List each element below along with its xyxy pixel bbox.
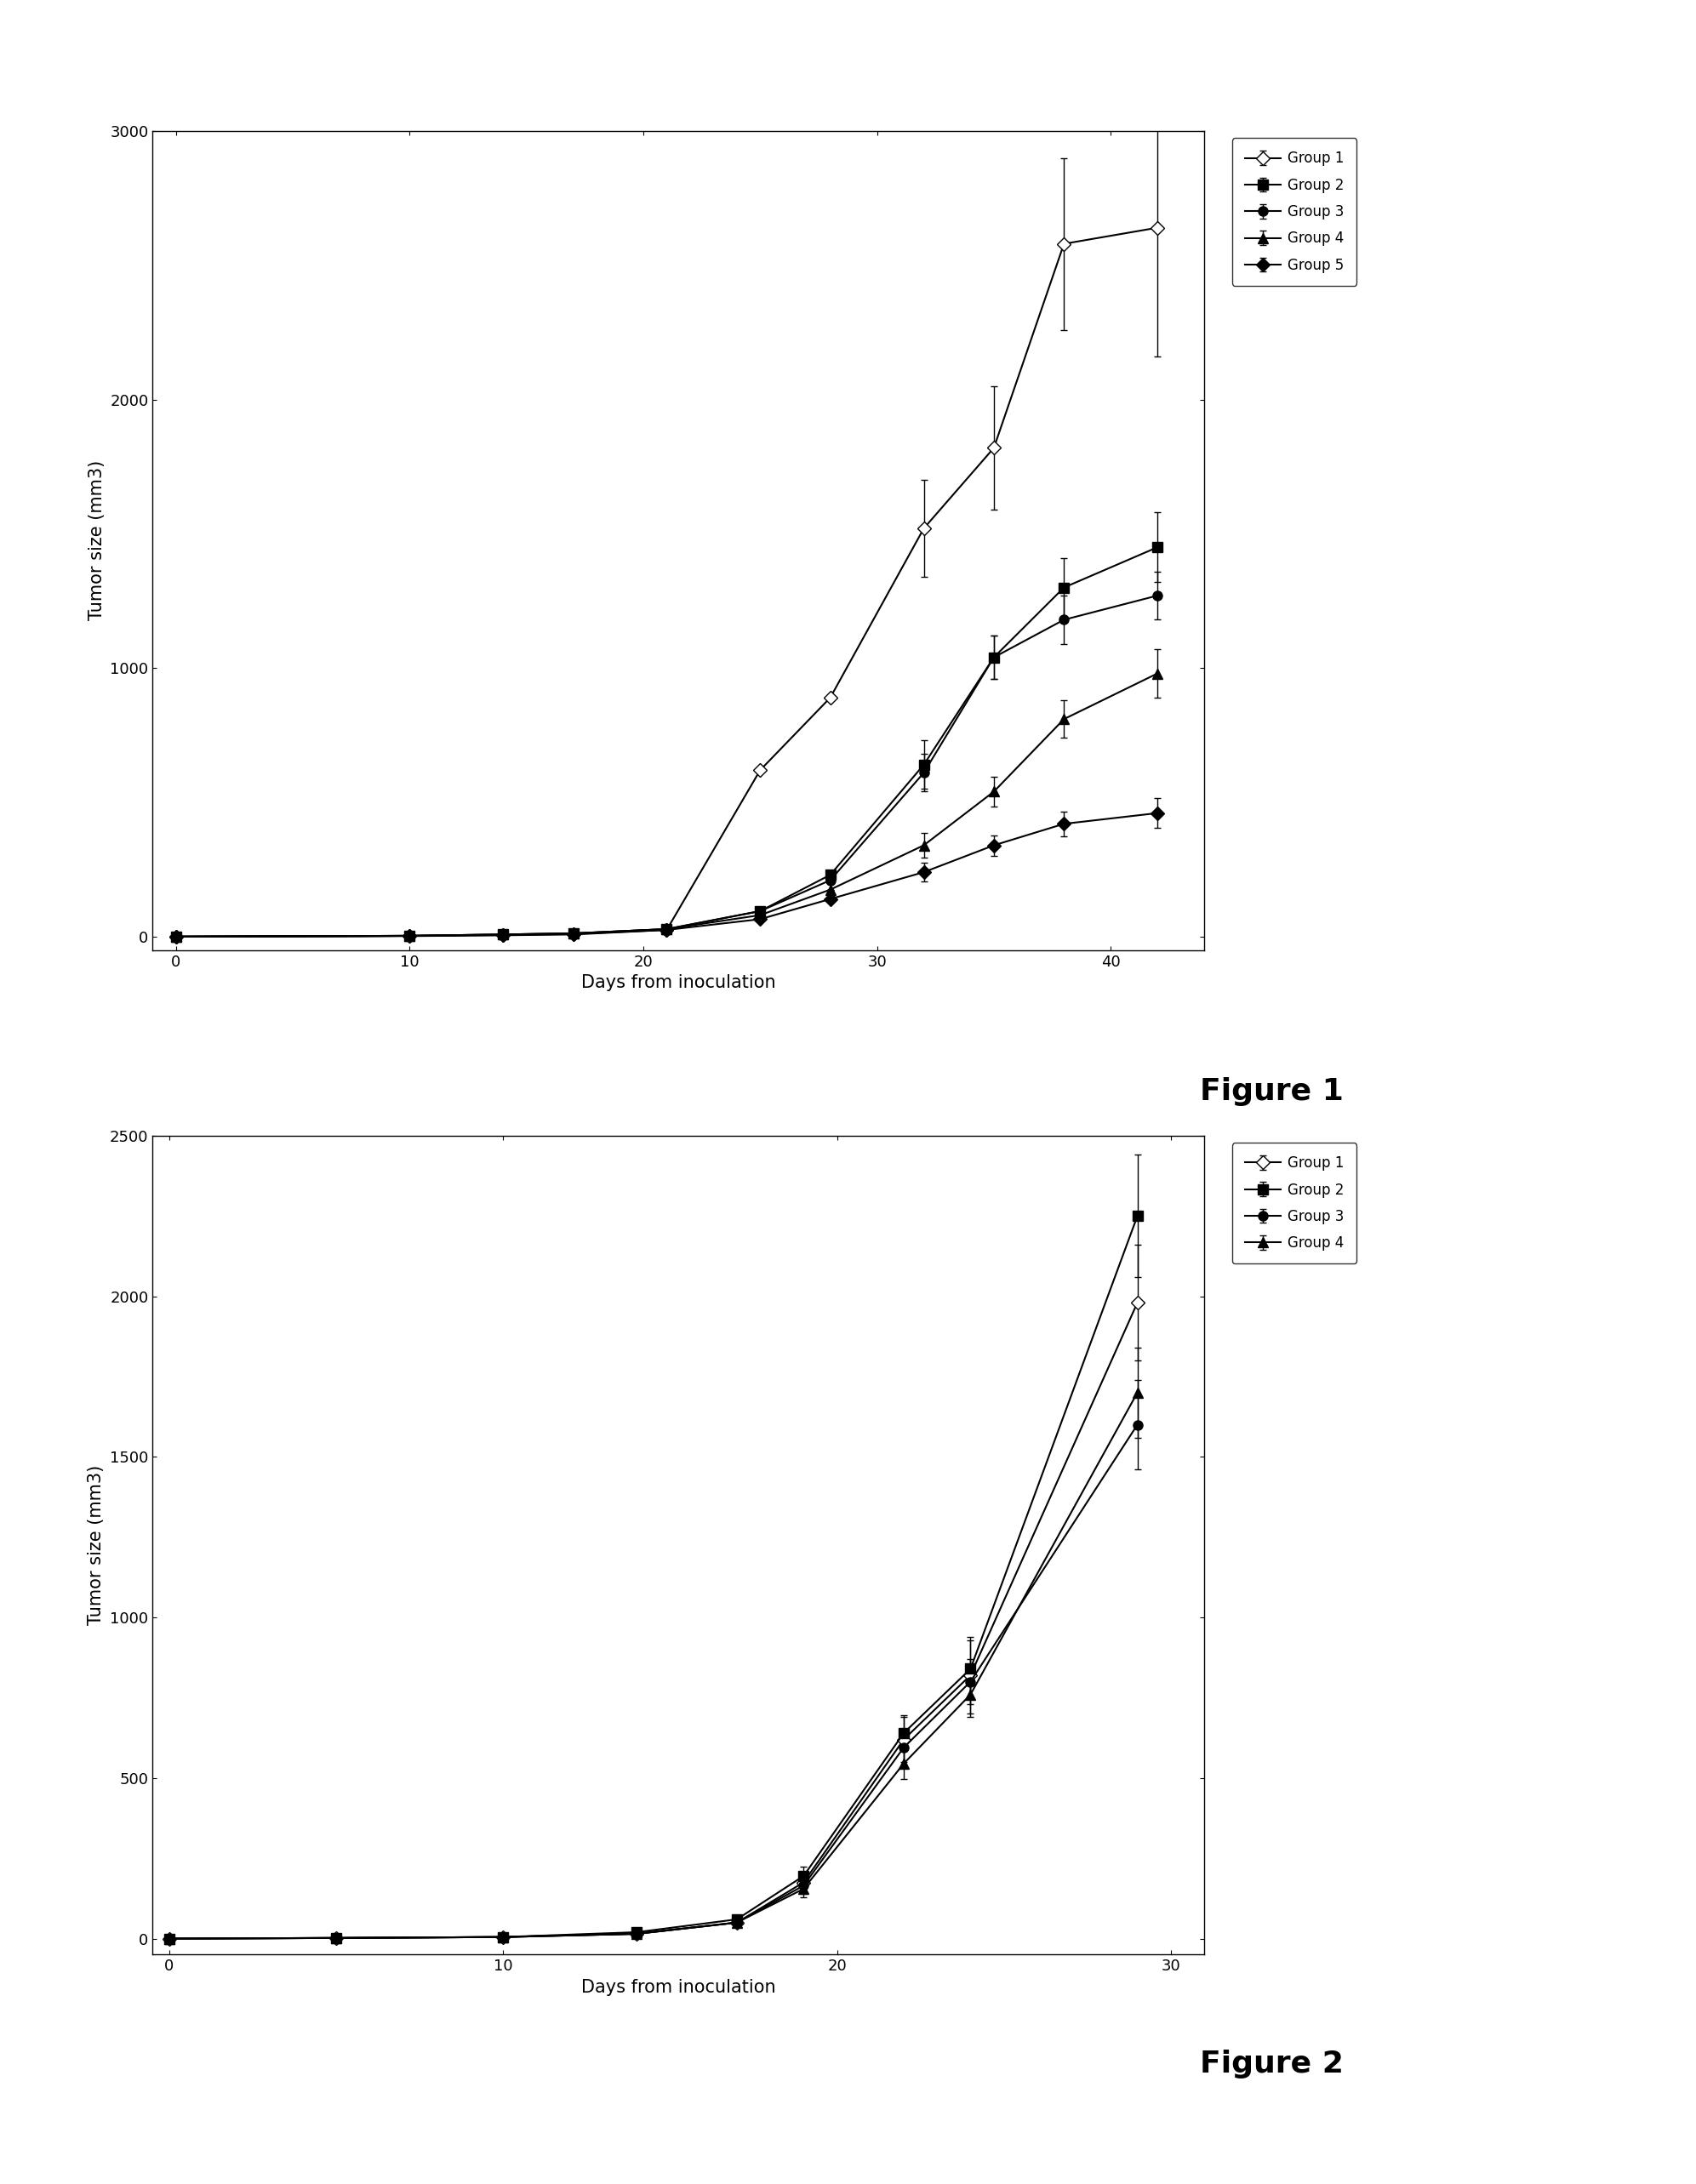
- Y-axis label: Tumor size (mm3): Tumor size (mm3): [88, 461, 105, 620]
- Legend: Group 1, Group 2, Group 3, Group 4, Group 5: Group 1, Group 2, Group 3, Group 4, Grou…: [1233, 138, 1357, 286]
- Y-axis label: Tumor size (mm3): Tumor size (mm3): [88, 1465, 105, 1625]
- Legend: Group 1, Group 2, Group 3, Group 4: Group 1, Group 2, Group 3, Group 4: [1233, 1142, 1357, 1265]
- Text: Figure 2: Figure 2: [1201, 2049, 1343, 2079]
- X-axis label: Days from inoculation: Days from inoculation: [582, 974, 775, 992]
- X-axis label: Days from inoculation: Days from inoculation: [582, 1979, 775, 1996]
- Text: Figure 1: Figure 1: [1201, 1077, 1343, 1107]
